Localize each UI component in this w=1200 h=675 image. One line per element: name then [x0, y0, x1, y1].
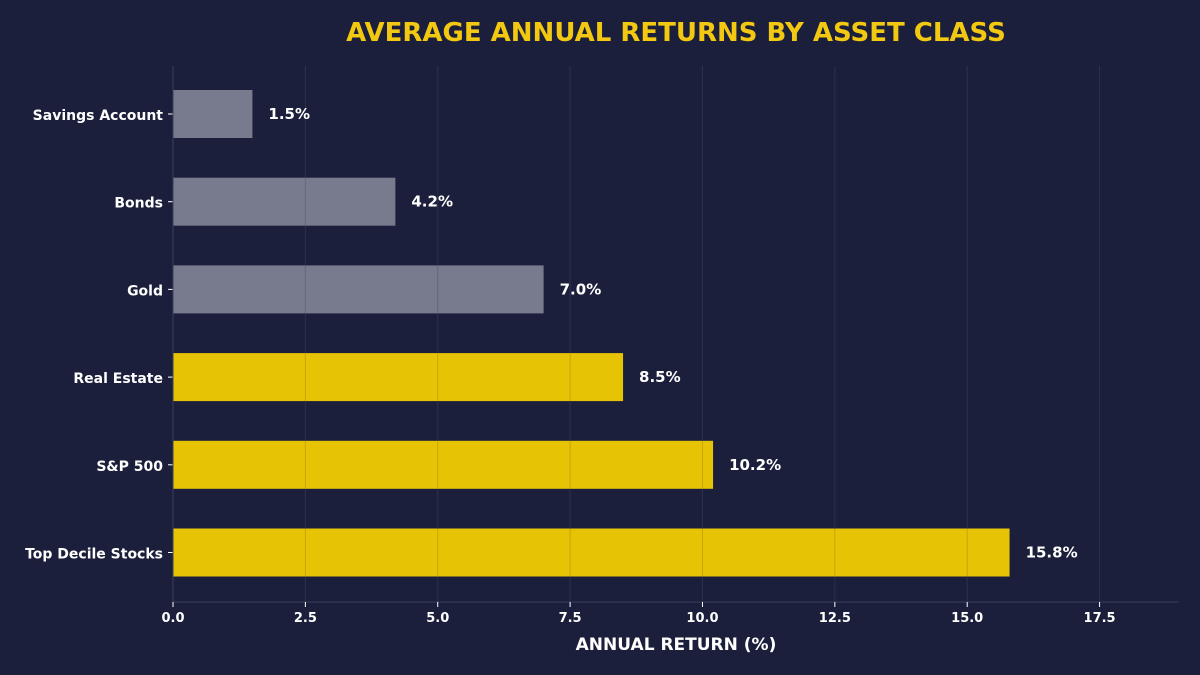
labels: 1.5% Savings Account 4.2% Bonds 7.0% Gold 8.5%…: [25, 105, 1116, 626]
x-tick-label: 5.0: [426, 611, 449, 626]
x-axis-title: ANNUAL RETURN (%): [576, 635, 777, 655]
bar-grid-overlay: [304, 177, 968, 577]
value-label: 4.2%: [411, 193, 453, 211]
value-label: 8.5%: [639, 368, 681, 386]
x-tick-label: 7.5: [559, 611, 582, 626]
bar: [173, 440, 714, 489]
value-label: 7.0%: [560, 280, 602, 298]
x-tick-label: 15.0: [951, 611, 983, 626]
bar: [173, 265, 544, 314]
value-label: 15.8%: [1026, 544, 1078, 562]
chart-title: AVERAGE ANNUAL RETURNS BY ASSET CLASS: [346, 18, 1006, 48]
bar: [173, 177, 396, 226]
value-label: 10.2%: [729, 456, 781, 474]
x-tick-label: 0.0: [161, 611, 184, 626]
bar: [173, 353, 624, 402]
category-label: Gold: [127, 283, 163, 299]
bar: [173, 90, 253, 138]
category-label: Real Estate: [73, 371, 163, 387]
x-tick-label: 2.5: [294, 611, 317, 626]
category-label: Savings Account: [33, 108, 164, 124]
x-tick-label: 10.0: [686, 611, 718, 626]
axes: [168, 66, 1179, 607]
x-tick-label: 12.5: [819, 611, 851, 626]
grid-lines: [304, 66, 1101, 602]
bars: [173, 90, 1010, 577]
category-label: S&P 500: [96, 459, 163, 475]
value-label: 1.5%: [268, 105, 310, 123]
x-tick-label: 17.5: [1084, 611, 1116, 626]
bar: [173, 528, 1010, 577]
category-label: Top Decile Stocks: [25, 547, 163, 563]
category-label: Bonds: [114, 196, 163, 212]
